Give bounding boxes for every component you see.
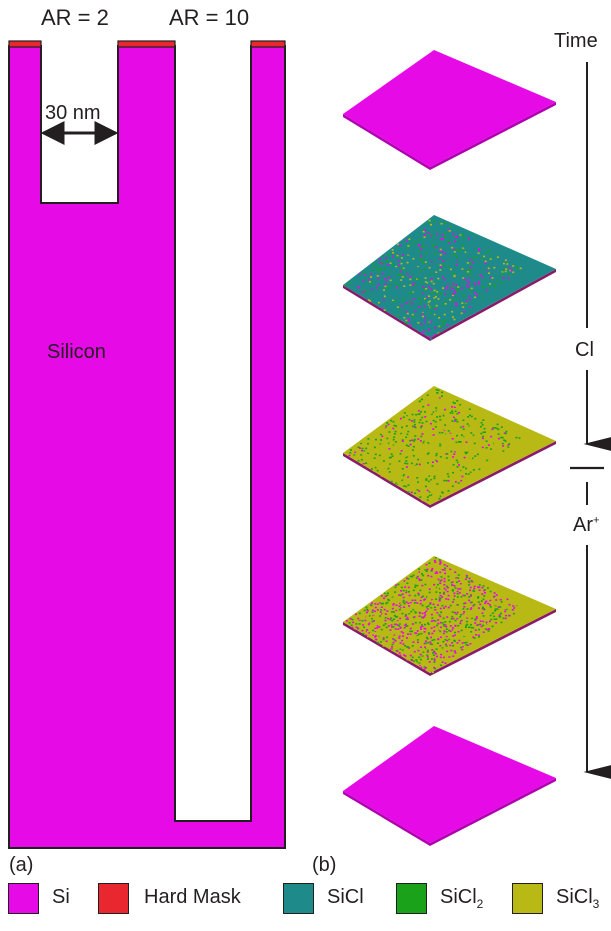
phase-ar-superscript: +: [593, 514, 600, 527]
legend-text-hard-mask: Hard Mask: [144, 886, 241, 908]
hard-mask-right: [250, 40, 286, 48]
legend-swatch-si: [8, 883, 39, 914]
legend-swatch-sicl3: [512, 883, 543, 914]
legend-sub-sicl3: 3: [592, 897, 600, 911]
legend-swatch-sicl: [283, 883, 314, 914]
slab-2-sicl-texture: [345, 218, 522, 340]
legend-text-si: Si: [52, 886, 70, 908]
slab-3-sicl3-texture: [348, 389, 521, 502]
legend-sub-sicl2: 2: [476, 897, 484, 911]
legend-label-sicl3: SiCl3: [556, 887, 599, 910]
slab-5-si: [343, 726, 556, 843]
phase-cl-label: Cl: [575, 339, 594, 361]
legend-text-sicl3: SiCl: [556, 886, 593, 908]
legend-swatch-sicl2: [396, 883, 427, 914]
width-label: 30 nm: [45, 102, 101, 124]
legend-text-sicl2: SiCl: [440, 886, 477, 908]
legend-label-si: Si: [52, 887, 70, 907]
phase-ar-label: Ar+: [573, 515, 599, 535]
hard-mask-middle: [117, 40, 176, 48]
trench-label-ar10: AR = 10: [169, 5, 250, 30]
time-label: Time: [554, 30, 598, 52]
legend-text-sicl: SiCl: [327, 886, 364, 908]
slab-4-mixed-texture: [345, 557, 522, 673]
hard-mask-left: [8, 40, 42, 48]
material-label-silicon: Silicon: [47, 341, 106, 363]
panel-a-label: (a): [9, 854, 34, 876]
legend-label-sicl2: SiCl2: [440, 887, 483, 910]
legend-label-hard-mask: Hard Mask: [144, 887, 241, 907]
phase-ar-text: Ar: [573, 514, 593, 536]
trench-label-ar2: AR = 2: [41, 5, 109, 30]
legend-swatch-hard-mask: [98, 883, 129, 914]
legend-label-sicl: SiCl: [327, 887, 364, 907]
slab-1-si: [343, 50, 556, 167]
panel-b-label: (b): [312, 854, 337, 876]
surface-slabs: [343, 50, 556, 846]
silicon-substrate: [8, 45, 286, 849]
